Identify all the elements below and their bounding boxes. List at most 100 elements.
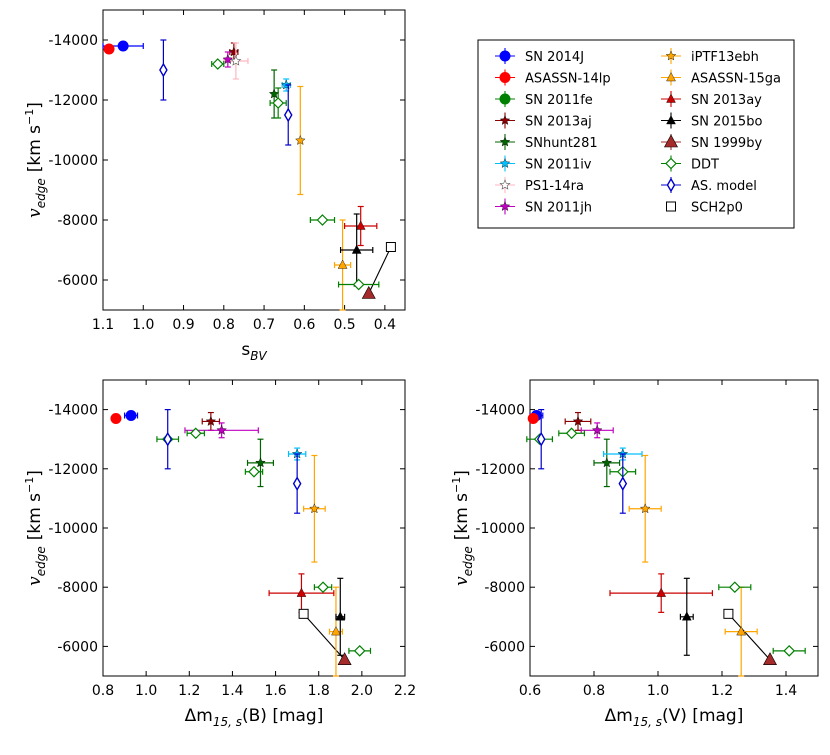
data-point-1999by <box>337 652 352 666</box>
data-point-15ga <box>337 259 348 269</box>
legend-marker-2011fe <box>499 93 511 105</box>
data-point-15ga <box>736 626 747 636</box>
legend-marker-as <box>666 177 676 193</box>
data-point-ddt <box>353 644 366 657</box>
legend-label: iPTF13ebh <box>691 50 759 65</box>
data-point-sch <box>298 608 309 619</box>
x-axis-label-main: s <box>241 340 250 360</box>
data-point-ddt <box>352 278 365 291</box>
data-point-2011jh <box>216 424 227 435</box>
y-tick-label: -6000 <box>484 639 525 655</box>
y-tick-label: -8000 <box>57 580 98 596</box>
x-tick-label: 1.8 <box>308 683 330 699</box>
x-tick-label: 1.0 <box>132 317 154 333</box>
data-point-14lp <box>103 43 115 55</box>
data-point-ddt <box>317 581 329 594</box>
data-point-2015bo <box>351 244 362 254</box>
y-axis-label: vedge [km s−1] <box>23 102 48 218</box>
y-tick-label: -6000 <box>57 639 98 655</box>
y-tick-label: -10000 <box>48 521 98 537</box>
x-axis-label: Δm15, s(B) [mag] <box>185 706 324 729</box>
y-axis-label-unit: [km s <box>452 493 472 540</box>
model-connector-line <box>368 246 392 294</box>
y-axis-label-main: v <box>25 576 45 586</box>
y-tick-label: -8000 <box>484 580 525 596</box>
legend-marker-14lp <box>499 72 511 83</box>
data-point-as <box>159 62 168 78</box>
y-tick-label: -14000 <box>475 403 525 419</box>
data-point-ddt <box>316 214 329 226</box>
x-tick-label: 1.6 <box>264 683 286 699</box>
legend-label: SNhunt281 <box>525 136 598 151</box>
x-tick-label: 1.2 <box>711 683 733 699</box>
y-axis-label-main: v <box>452 576 472 586</box>
y-tick-label: -14000 <box>48 33 98 49</box>
legend-marker-ebh <box>665 50 677 61</box>
y-axis-label-exp: −1 <box>23 109 36 125</box>
data-point-2013ay <box>355 220 366 230</box>
legend-label: SN 2015bo <box>691 115 762 130</box>
x-tick-label: 1.0 <box>135 683 157 699</box>
data-point-2014j <box>125 410 137 422</box>
data-point-2014j <box>117 40 129 52</box>
legend-marker-2011iv <box>499 157 511 168</box>
y-tick-label: -10000 <box>48 153 98 169</box>
x-axis-label-unit: [mag] <box>687 706 743 726</box>
legend-label: SN 2011fe <box>525 93 593 108</box>
y-axis-label-sub: edge <box>34 178 48 208</box>
data-point-ddt <box>248 465 260 478</box>
legend-marker-15ga <box>666 72 676 82</box>
x-tick-label: 2.0 <box>351 683 373 699</box>
y-axis-label-unit: [km s <box>25 125 45 172</box>
data-point-sch <box>723 608 734 619</box>
plot-frame <box>102 379 406 677</box>
x-tick-label: 1.4 <box>221 683 243 699</box>
data-point-1999by <box>762 652 778 666</box>
data-point-2011jh <box>591 424 603 435</box>
data-point-as <box>163 431 173 447</box>
data-point-2015bo <box>335 611 346 621</box>
data-point-14lp <box>110 412 122 424</box>
data-point-hunt <box>255 457 266 468</box>
y-tick-label: -14000 <box>48 403 98 419</box>
chart-panel-bottom-left: 0.8 1.0 1.2 1.4 1.6 1.8 2.0 2.2 -14000 -12000 -100… <box>23 379 416 729</box>
y-axis-label-exp: −1 <box>450 477 463 493</box>
legend-label: ASASSN-14lp <box>525 72 611 87</box>
x-tick-label: 0.7 <box>253 317 275 333</box>
data-point-ddt <box>783 644 796 657</box>
chart-panel-bottom-right: 0.6 0.8 1.0 1.2 1.4 -14000 -12000 -10000 -8000 -6… <box>450 379 819 729</box>
x-tick-label: 0.8 <box>213 317 235 333</box>
x-axis-label-band: (B) <box>242 706 267 726</box>
x-axis-label-sub: 15, s <box>213 715 242 729</box>
data-point-2013aj <box>572 415 584 426</box>
x-tick-label: 1.2 <box>178 683 200 699</box>
legend-marker-2014j <box>499 50 511 62</box>
data-point-1999by <box>361 285 376 299</box>
y-tick-label: -12000 <box>48 462 98 478</box>
data-point-ebh <box>309 503 320 514</box>
y-axis-label-close: ] <box>25 470 45 477</box>
data-point-2013ay <box>296 587 307 597</box>
legend-label: AS. model <box>691 179 757 194</box>
y-axis-label-close: ] <box>452 470 472 477</box>
legend-marker-1999by <box>663 134 679 148</box>
legend-label: SCH2p0 <box>691 201 743 216</box>
data-point-14lp <box>527 412 539 424</box>
legend-marker-2013aj <box>499 114 511 125</box>
x-tick-label: 0.8 <box>92 683 114 699</box>
legend-label: SN 2013aj <box>525 115 592 130</box>
y-axis-label-main: v <box>25 208 45 218</box>
legend: SN 2014J ASASSN-14lp SN 2011fe SN 2013aj SNh… <box>477 39 795 229</box>
y-axis-label-unit: [km s <box>25 493 45 540</box>
y-tick-label: -6000 <box>57 273 98 289</box>
data-point-ebh <box>639 503 651 514</box>
data-point-ps1 <box>230 55 242 66</box>
data-point-15ga <box>331 626 341 636</box>
data-point-ddt <box>211 58 224 70</box>
y-axis-label-sub: edge <box>461 546 475 576</box>
x-tick-label: 2.2 <box>394 683 416 699</box>
legend-marker-2013ay <box>666 93 676 103</box>
data-point-ddt <box>189 427 202 440</box>
y-axis-label: vedge [km s−1] <box>450 470 475 586</box>
